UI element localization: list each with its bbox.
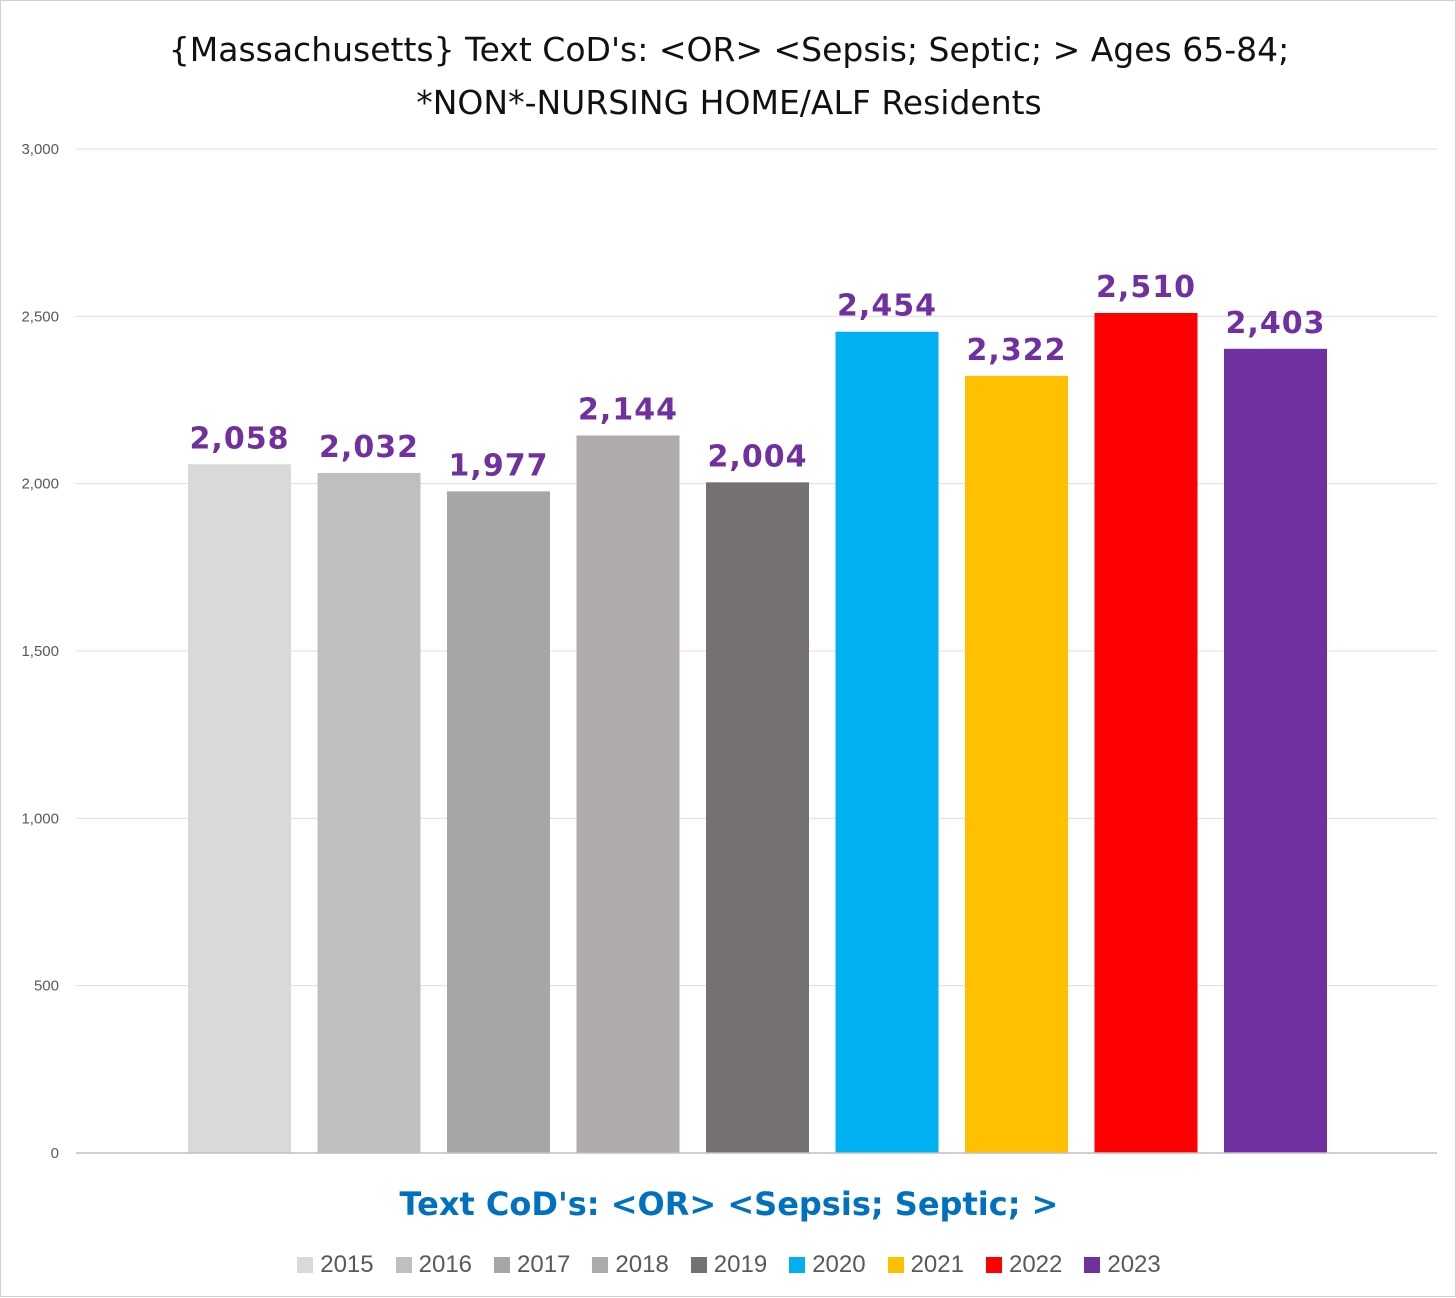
legend-label: 2015 [320, 1251, 374, 1278]
legend-swatch [1084, 1257, 1101, 1273]
bar-2016 [317, 472, 421, 1153]
legend-label: 2023 [1107, 1251, 1161, 1278]
bar-2021 [965, 375, 1068, 1153]
legend-label: 2018 [615, 1251, 669, 1278]
bar-2023 [1224, 348, 1327, 1153]
data-label-2016: 2,032 [319, 430, 419, 465]
legend-item-2015: 2015 [297, 1251, 374, 1279]
y-tick-label: 500 [34, 978, 59, 995]
y-tick-label: 1,500 [21, 643, 59, 660]
legend-label: 2016 [418, 1251, 473, 1278]
legend-item-2017: 2017 [494, 1251, 570, 1279]
legend-swatch [592, 1257, 609, 1273]
legend-item-2018: 2018 [592, 1251, 669, 1279]
legend-swatch [690, 1257, 707, 1273]
bar-2017 [447, 491, 550, 1153]
legend-item-2021: 2021 [887, 1251, 964, 1279]
data-label-2018: 2,144 [578, 392, 678, 427]
bar-2015 [188, 464, 291, 1154]
y-tick-label: 3,000 [21, 141, 59, 158]
legend-label: 2017 [517, 1251, 571, 1278]
data-label-2019: 2,004 [708, 439, 808, 474]
y-tick-label: 2,000 [21, 476, 59, 493]
legend-item-2016: 2016 [395, 1251, 473, 1279]
x-axis-title: Text CoD's: <OR> <Sepsis; Septic; > [399, 1185, 1059, 1223]
data-labels: 2,058 2,032 1,977 2,144 2,004 2,454 2,322 2,510… [190, 270, 1326, 483]
bars [188, 312, 1327, 1154]
chart-title: {Massachusetts} Text CoD's: <OR> <Sepsis… [168, 30, 1290, 122]
legend-swatch [887, 1257, 904, 1273]
legend-item-2020: 2020 [789, 1251, 866, 1279]
legend-label: 2019 [713, 1251, 768, 1278]
data-label-2023: 2,403 [1226, 306, 1326, 341]
legend-swatch [297, 1257, 314, 1273]
data-label-2017: 1,977 [449, 448, 549, 483]
data-label-2015: 2,058 [190, 421, 290, 456]
legend-item-2019: 2019 [690, 1251, 768, 1279]
data-label-2021: 2,322 [967, 333, 1067, 368]
legend-label: 2020 [812, 1251, 866, 1278]
bar-2020 [835, 331, 939, 1153]
legend-item-2022: 2022 [985, 1251, 1063, 1279]
legend-label: 2021 [910, 1251, 964, 1278]
legend-swatch [789, 1257, 806, 1273]
legend-swatch [395, 1257, 412, 1273]
legend: 2015 2016 2017 2018 2019 2020 2021 2022 2023 [1, 1251, 1456, 1279]
legend-swatch [494, 1257, 511, 1273]
y-tick-label: 0 [51, 1145, 59, 1162]
y-axis-ticks: 0 500 1,000 1,500 2,000 2,500 3,000 [21, 141, 59, 1162]
bar-2018 [576, 435, 680, 1153]
legend-swatch [985, 1257, 1002, 1273]
legend-item-2023: 2023 [1084, 1251, 1161, 1279]
legend-label: 2022 [1008, 1251, 1063, 1278]
data-label-2020: 2,454 [837, 289, 937, 324]
y-tick-label: 2,500 [21, 308, 59, 325]
bar-2022 [1094, 312, 1198, 1153]
bar-2019 [706, 482, 809, 1153]
y-tick-label: 1,000 [21, 810, 59, 827]
data-label-2022: 2,510 [1096, 270, 1196, 305]
